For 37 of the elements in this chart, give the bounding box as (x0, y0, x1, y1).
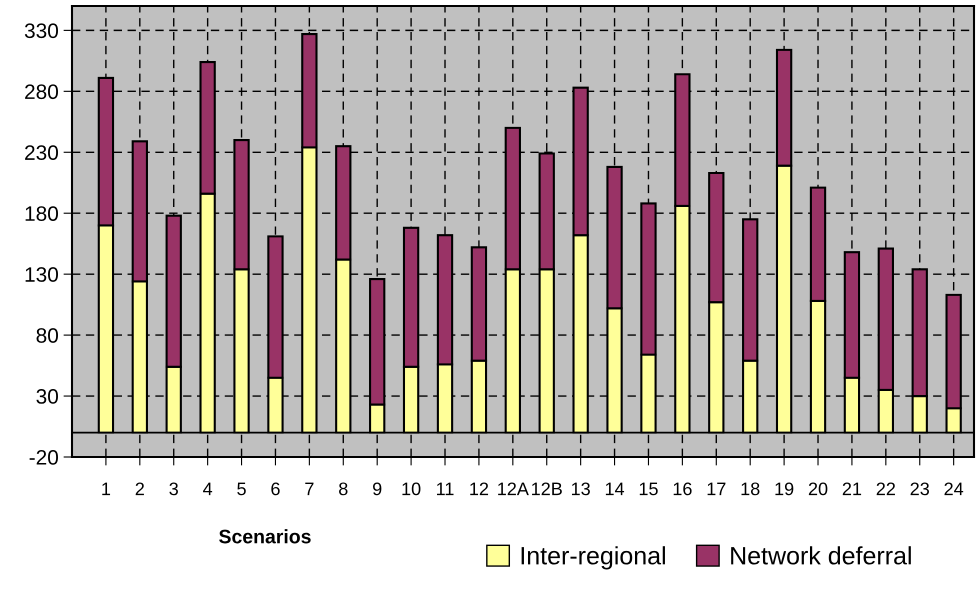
x-tick-label: 4 (203, 482, 212, 496)
x-tick-label: 18 (742, 482, 760, 496)
x-tick-label: 21 (842, 482, 862, 496)
y-tick-label: 30 (36, 389, 58, 404)
x-tick-label: 16 (674, 482, 692, 496)
x-tick-label: 12 (470, 482, 488, 496)
x-tick-label: 17 (708, 482, 726, 496)
x-tick-label: 10 (402, 482, 420, 496)
x-tick-label: 19 (775, 482, 794, 496)
y-tick-label: 180 (26, 206, 58, 221)
x-tick-label: 3 (169, 482, 178, 496)
y-tick-label: 130 (26, 267, 58, 282)
x-tick-label: 20 (808, 482, 828, 496)
x-tick-label: 23 (910, 482, 929, 496)
y-tick-label: 80 (36, 328, 58, 343)
x-tick-label: 22 (876, 482, 895, 496)
x-tick-label: 12A (498, 482, 529, 496)
x-tick-label: 13 (572, 482, 590, 496)
x-axis-title: Scenarios (219, 529, 311, 544)
x-tick-label: 5 (237, 482, 246, 496)
x-tick-label: 6 (271, 482, 280, 496)
x-tick-label: 1 (102, 482, 110, 496)
legend-label: Network deferral (731, 546, 911, 565)
x-tick-label: 8 (339, 482, 348, 496)
y-tick-label: 280 (25, 84, 58, 100)
x-tick-label: 14 (606, 482, 624, 496)
y-tick-label: 330 (24, 23, 58, 38)
legend-label: Inter-regional (522, 546, 665, 570)
x-tick-label: 11 (437, 482, 454, 496)
x-tick-label: 24 (944, 482, 964, 496)
x-tick-label: 12B (532, 482, 562, 496)
x-tick-label: 7 (305, 482, 314, 496)
y-tick-label: -20 (30, 450, 58, 465)
x-tick-label: 15 (640, 482, 658, 496)
x-tick-label: 9 (373, 482, 382, 496)
x-tick-label: 2 (136, 482, 144, 496)
y-tick-label: 230 (25, 145, 58, 160)
